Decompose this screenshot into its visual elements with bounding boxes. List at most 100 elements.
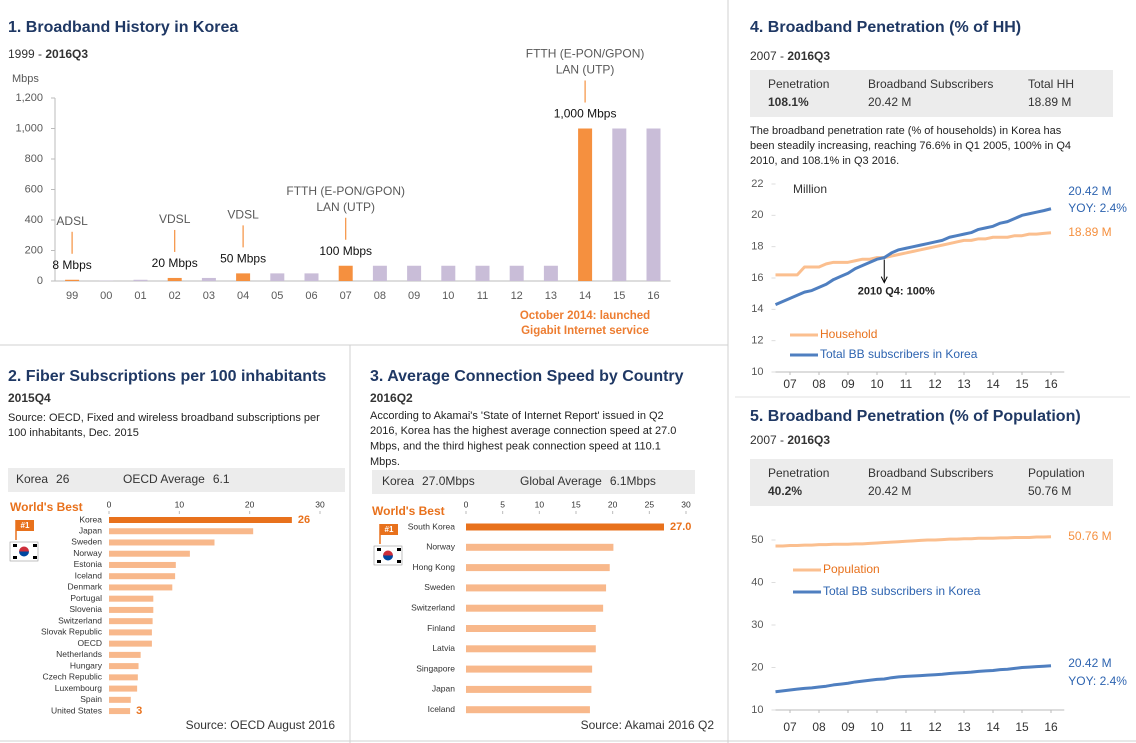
korea-flag-trigram <box>13 544 17 547</box>
category-label: OECD <box>77 638 102 648</box>
x-tick-label: 09 <box>408 290 420 302</box>
category-label: Norway <box>73 548 103 558</box>
flag-badge <box>380 524 398 535</box>
x-tick-label: 14 <box>579 290 591 302</box>
bar <box>109 573 176 580</box>
x-tick-label: 30 <box>315 499 325 509</box>
x-tick-label: 11 <box>900 720 913 734</box>
bar <box>109 550 190 557</box>
y-tick-label: 1,200 <box>15 92 43 104</box>
category-label: Netherlands <box>56 649 102 659</box>
source: Source: OECD August 2016 <box>186 718 336 732</box>
x-tick-label: 16 <box>1044 720 1058 734</box>
chart-subtitle: 2007 - 2016Q3 <box>750 433 830 447</box>
subtitle-part: 2016Q3 <box>45 47 88 61</box>
highlight-label: Korea <box>16 472 48 486</box>
bar <box>466 604 604 612</box>
x-tick-label: 07 <box>340 290 352 302</box>
x-tick-label: 16 <box>1044 377 1058 391</box>
x-tick-label: 15 <box>1015 377 1029 391</box>
badge-title: World's Best <box>10 500 83 514</box>
category-label: Slovak Republic <box>41 627 103 637</box>
chart-subtitle: 2007 - 2016Q3 <box>750 49 830 63</box>
highlight-value: 26 <box>56 472 70 486</box>
x-tick-label: 10 <box>175 499 185 509</box>
x-tick-label: 20 <box>608 499 618 509</box>
x-tick-label: 04 <box>237 290 249 302</box>
bar <box>466 645 596 653</box>
y-tick-label: 22 <box>751 178 763 190</box>
bar <box>109 606 154 613</box>
chart-title: 5. Broadband Penetration (% of Populatio… <box>750 408 1081 425</box>
x-tick-label: 20 <box>245 499 255 509</box>
category-label: Portugal <box>70 593 102 603</box>
subtitle-part: 2016Q3 <box>787 49 830 63</box>
category-label: South Korea <box>408 521 456 531</box>
korea-flag-trigram <box>377 560 381 563</box>
x-tick-label: 12 <box>511 290 523 302</box>
category-label: Korea <box>79 514 102 524</box>
stat-value: 108.1% <box>768 95 809 109</box>
highlight-label: OECD Average <box>123 472 205 486</box>
highlight-value: 6.1 <box>213 472 230 486</box>
stat-value: 40.2% <box>768 484 802 498</box>
x-tick-label: 13 <box>957 720 971 734</box>
y-tick-label: 40 <box>751 576 763 588</box>
highlight: Korea 27.0Mbps <box>382 474 475 488</box>
stat-label: Population <box>1028 466 1085 480</box>
value-label: 26 <box>298 514 310 526</box>
y-tick-label: 10 <box>751 366 763 378</box>
bar <box>109 528 254 535</box>
x-tick-label: 05 <box>271 290 283 302</box>
subtitle-part: 2016Q3 <box>787 433 830 447</box>
stat-value: 20.42 M <box>868 484 911 498</box>
chart-title: 4. Broadband Penetration (% of HH) <box>750 19 1021 36</box>
bar <box>407 265 422 281</box>
bar <box>109 584 173 591</box>
chart-subtitle: 1999 - 2016Q3 <box>8 47 88 61</box>
source: Source: Akamai 2016 Q2 <box>581 718 715 732</box>
end-label: YOY: 2.4% <box>1068 674 1127 688</box>
bar <box>466 625 596 632</box>
y-tick-label: 18 <box>751 241 763 253</box>
x-tick-label: 10 <box>535 499 545 509</box>
value-label: 100 Mbps <box>319 244 372 258</box>
bar <box>466 685 592 693</box>
y-tick-label: 20 <box>751 661 763 673</box>
bar <box>109 674 138 681</box>
category-label: Hungary <box>70 660 103 670</box>
annotation-text: LAN (UTP) <box>556 63 615 77</box>
description: been steadily increasing, reaching 76.6%… <box>750 140 1071 152</box>
chart-subtitle: 2015Q4 <box>8 391 51 405</box>
korea-flag-trigram <box>33 556 37 559</box>
y-axis-label: Mbps <box>12 73 39 85</box>
x-tick-label: 15 <box>1015 720 1029 734</box>
category-label: Latvia <box>432 643 455 653</box>
bar <box>466 543 614 551</box>
category-label: Iceland <box>75 570 103 580</box>
x-tick-label: 09 <box>841 377 855 391</box>
bar <box>338 265 353 281</box>
category-label: Hong Kong <box>412 562 455 572</box>
stat-label: Penetration <box>768 77 829 91</box>
stats-box <box>750 70 1113 117</box>
bar <box>109 517 292 523</box>
y-tick-label: 400 <box>25 214 43 226</box>
stat-label: Broadband Subscribers <box>868 77 993 91</box>
stat-label: Total HH <box>1028 77 1074 91</box>
x-tick-label: 15 <box>613 290 625 302</box>
legend-label: Total BB subscribers in Korea <box>823 584 981 598</box>
category-label: Czech Republic <box>42 672 102 682</box>
highlight-value: 27.0Mbps <box>422 474 475 488</box>
bar <box>109 629 152 636</box>
category-label: United States <box>51 705 102 715</box>
bar <box>109 663 139 670</box>
category-label: Switzerland <box>411 602 455 612</box>
annotation-text: FTTH (E-PON/GPON) <box>286 184 405 198</box>
note: October 2014: launched <box>520 310 650 322</box>
x-tick-label: 00 <box>100 290 112 302</box>
badge-title: World's Best <box>372 504 445 518</box>
x-tick-label: 99 <box>66 290 78 302</box>
korea-flag-trigram <box>33 544 37 547</box>
